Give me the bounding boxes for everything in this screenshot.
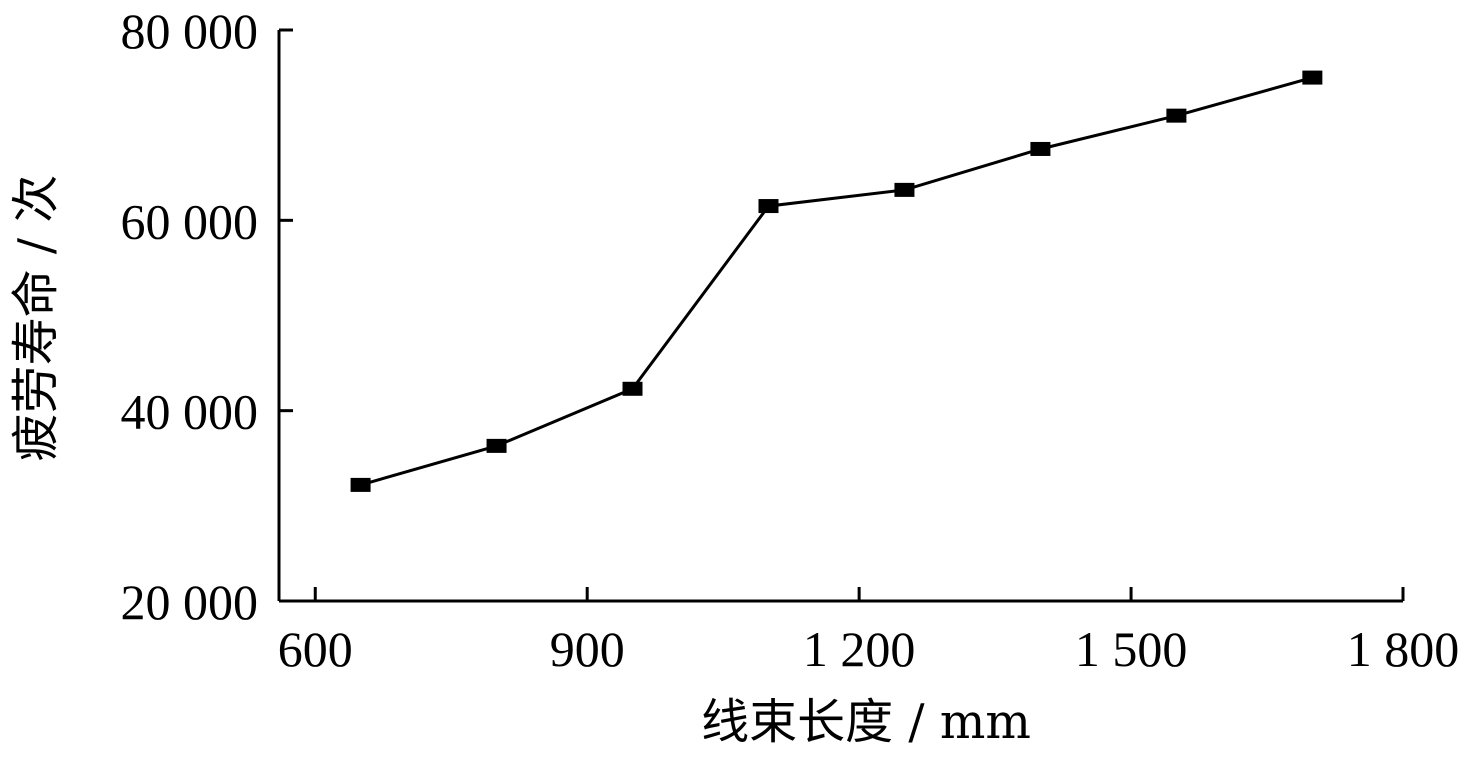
y-tick-label: 40 000 [121,384,259,440]
x-tick-label: 900 [550,621,625,677]
axes [277,30,1403,603]
x-tick-label: 1 800 [1347,621,1460,677]
data-point [350,477,371,492]
y-tick-label: 20 000 [121,574,259,630]
data-point [486,438,507,453]
y-ticks: 20 000 40 000 60 000 80 000 [121,3,293,630]
y-axis-title: 疲劳寿命 / 次 [8,175,64,462]
series-line [360,76,1313,487]
x-tick-label: 1 200 [803,621,916,677]
x-tick-label: 1 500 [1075,621,1188,677]
y-tick-label: 60 000 [121,193,259,249]
x-axis-title: 线束长度 / mm [701,694,1031,750]
data-point [1030,141,1051,156]
data-point [622,381,643,396]
data-point [1166,108,1187,123]
series-layer [350,70,1323,492]
y-tick-label: 80 000 [121,3,259,59]
data-point [1302,70,1323,85]
data-point [894,182,915,197]
x-ticks: 600 900 1 200 1 500 1 800 [278,587,1459,677]
data-point [758,199,779,214]
x-tick-label: 600 [278,621,353,677]
